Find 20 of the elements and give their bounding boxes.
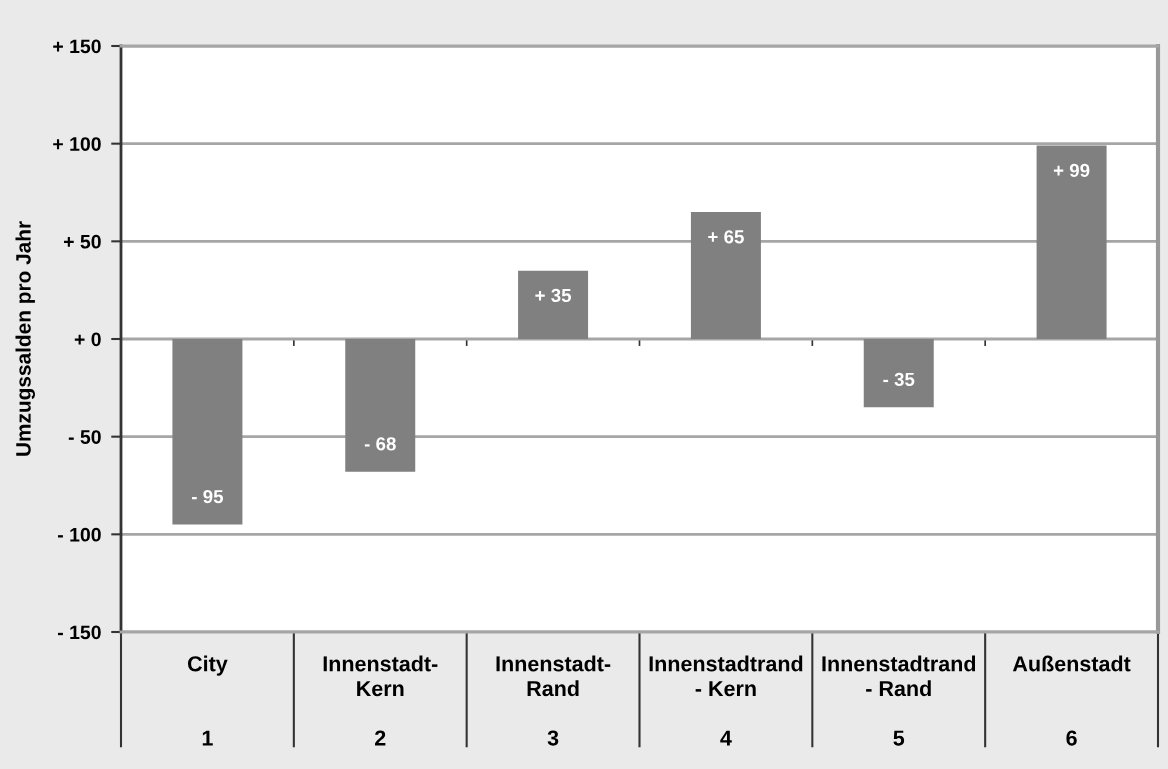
data-label: + 65	[708, 230, 744, 244]
category-label: Außenstadt 6	[1012, 655, 1131, 746]
category-label: Innenstadtrand - Rand 5	[822, 655, 976, 746]
category-label: Innenstadt- Kern 2	[323, 655, 438, 746]
y-axis-title: Umzugssalden pro Jahr	[15, 221, 35, 456]
data-label: + 99	[1053, 163, 1090, 178]
y-tick-label: + 100	[53, 137, 101, 151]
data-label: - 95	[192, 489, 224, 504]
category-label: Innenstadtrand - Kern 4	[649, 655, 803, 746]
y-tick-label: + 50	[63, 234, 101, 249]
y-tick-label: - 100	[58, 527, 101, 542]
data-label: + 35	[535, 288, 572, 303]
data-label: - 68	[364, 437, 396, 451]
data-label: - 35	[883, 372, 915, 387]
y-tick-label: + 150	[53, 39, 101, 54]
y-tick-label: - 150	[58, 625, 101, 640]
y-tick-label: - 50	[68, 430, 101, 444]
category-label: City 1	[187, 655, 228, 746]
category-label: Innenstadt- Rand 3	[496, 655, 611, 746]
y-tick-label: + 0	[74, 332, 101, 347]
